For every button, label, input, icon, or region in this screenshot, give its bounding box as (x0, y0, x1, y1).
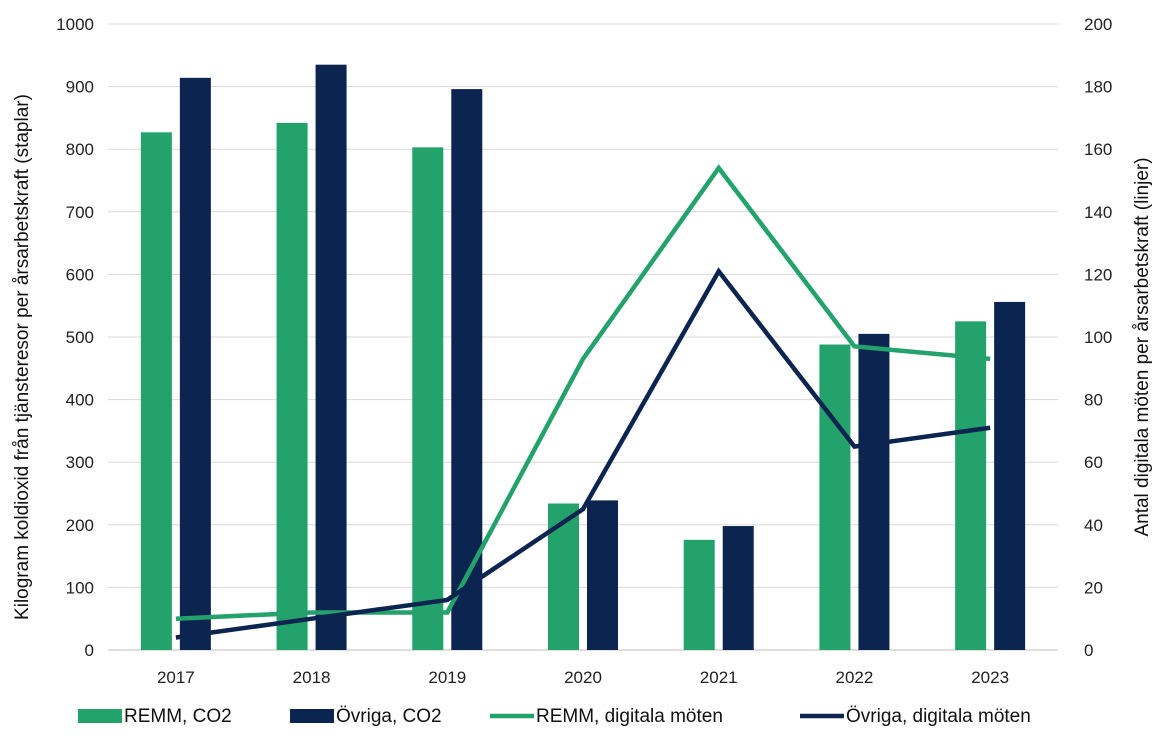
legend-swatch (78, 709, 122, 723)
x-tick-label: 2023 (971, 668, 1009, 687)
bar-ovriga-co2 (722, 526, 754, 650)
bar-ovriga-co2 (451, 89, 483, 650)
bar-ovriga-co2 (315, 64, 347, 650)
legend-item-remm-digitala-moten: REMM, digitala möten (490, 706, 723, 727)
y-left-tick-label: 400 (66, 391, 94, 410)
x-tick-label: 2019 (428, 668, 466, 687)
y-left-tick-label: 0 (85, 641, 94, 660)
x-tick-label: 2022 (836, 668, 874, 687)
axes: 0 100 200 300 400 500 600 700 800 900 1000 0 20 40 60 8… (12, 15, 1153, 687)
y-right-tick-label: 140 (1084, 203, 1112, 222)
legend: REMM, CO2 Övriga, CO2 REMM, digitala möten… (78, 706, 1031, 727)
x-tick-label: 2018 (293, 668, 331, 687)
gridlines (108, 23, 1058, 651)
line-ovriga-digitala-moten (175, 267, 991, 640)
bar-remm-co2 (412, 147, 444, 650)
y-right-tick-label: 80 (1084, 391, 1103, 410)
y-left-tick-label: 800 (66, 140, 94, 159)
bar-ovriga-co2 (179, 77, 211, 650)
x-tick-label: 2017 (157, 668, 195, 687)
bar-remm-co2 (548, 503, 579, 650)
y-right-tick-label: 60 (1084, 453, 1103, 472)
y-left-tick-label: 500 (66, 328, 94, 347)
legend-label: REMM, digitala möten (536, 706, 723, 727)
y-left-tick-label: 900 (66, 78, 94, 97)
bar-remm-co2 (140, 132, 172, 651)
y-right-tick-label: 0 (1084, 641, 1093, 660)
x-tick-label: 2021 (700, 668, 738, 687)
line-remm-digitala-moten (175, 164, 991, 621)
bar-ovriga-co2 (858, 333, 890, 650)
y-left-tick-label: 200 (66, 516, 94, 535)
legend-item-remm-co2: REMM, CO2 (78, 706, 232, 727)
legend-label: Övriga, digitala möten (846, 706, 1031, 727)
line-series-group (175, 164, 991, 640)
legend-swatch (290, 709, 334, 723)
y-right-tick-label: 100 (1084, 328, 1112, 347)
y-right-tick-label: 180 (1084, 78, 1112, 97)
y-right-tick-label: 120 (1084, 265, 1112, 284)
legend-item-ovriga-digitala-moten: Övriga, digitala möten (800, 706, 1031, 727)
y-right-tick-label: 200 (1084, 15, 1112, 34)
y-right-tick-label: 20 (1084, 578, 1103, 597)
y-right-tick-label: 160 (1084, 140, 1112, 159)
legend-item-ovriga-co2: Övriga, CO2 (290, 706, 442, 727)
y-left-tick-label: 100 (66, 578, 94, 597)
bar-remm-co2 (276, 122, 308, 650)
y-left-axis-title: Kilogram koldioxid från tjänsteresor per… (12, 94, 33, 620)
bar-remm-co2 (955, 321, 987, 650)
y-right-axis-title: Antal digitala möten per årsarbetskraft … (1132, 157, 1153, 536)
legend-label: Övriga, CO2 (336, 706, 442, 727)
bar-ovriga-co2 (587, 500, 618, 650)
bar-remm-co2 (819, 344, 851, 650)
y-left-tick-label: 700 (66, 203, 94, 222)
y-left-tick-label: 600 (66, 265, 94, 284)
legend-label: REMM, CO2 (124, 706, 232, 727)
y-left-tick-label: 300 (66, 453, 94, 472)
y-right-tick-label: 40 (1084, 516, 1103, 535)
bar-remm-co2 (683, 539, 715, 650)
x-tick-label: 2020 (564, 668, 602, 687)
y-left-tick-label: 1000 (56, 15, 94, 34)
bar-ovriga-co2 (994, 301, 1026, 650)
